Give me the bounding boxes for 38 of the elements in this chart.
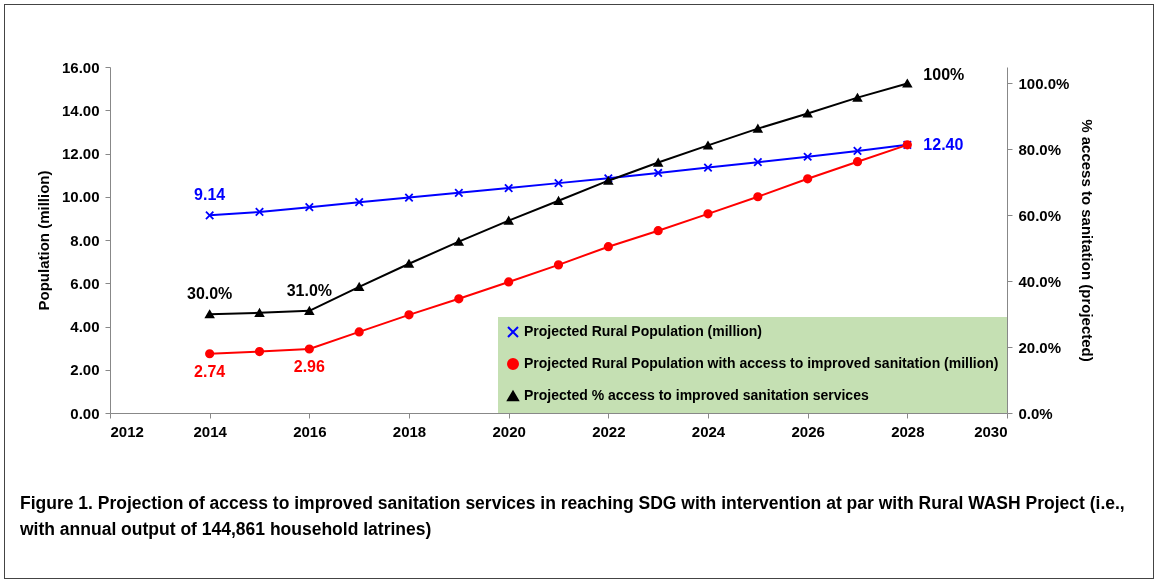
data-label: 2.96 [293,357,326,375]
data-label: 12.40 [923,135,964,153]
y-tick-label: 14.00 [61,101,100,119]
x-tick-label: 2014 [193,422,228,440]
x-tick-label: 2018 [392,422,427,440]
data-label: 2.74 [194,362,226,380]
legend-label: Projected Rural Population (million) [524,323,763,339]
legend-label: Projected Rural Population with access to improved sanitation (million) [524,355,999,371]
x-tick-label: 2016 [293,422,327,440]
caption: Figure 1. Projection of access to improved sanitation services in reaching SDG with intervention at par with Rural WASH Project (i.e., with annual output of 144,861 household latrines) [20,492,1126,541]
y-tick-label: 6.00 [70,274,100,292]
y-tick-label: 0.00 [70,404,100,422]
y2-tick-label: 40.0% [1018,272,1062,290]
y2-tick-label: 0.0% [1018,404,1053,422]
y-tick-label: 16.00 [61,58,100,76]
y2-tick-label: 100.0% [1018,74,1070,92]
y-tick-label: 10.00 [61,188,100,206]
x-tick-label: 2028 [891,422,925,440]
data-label: 30.0% [186,285,233,303]
x-tick-label: 2020 [492,422,526,440]
x-tick-label: 2026 [791,422,825,440]
x-tick-label: 2022 [592,422,626,440]
legend-label: Projected % access to improved sanitation services [524,387,869,403]
y-tick-label: 2.00 [70,361,100,379]
y-tick-label: 4.00 [70,318,100,335]
y2-tick-label: 60.0% [1018,206,1062,224]
data-label: 31.0% [286,281,333,299]
x-tick-label: 2012 [110,422,144,440]
y-tick-label: 12.00 [61,145,100,162]
y2-axis-title: % access to sanitation (projected) [1079,119,1097,362]
y2-tick-label: 80.0% [1018,140,1062,158]
data-label: 100% [923,66,965,84]
x-tick-label: 2030 [974,422,1008,440]
y-axis-title: Population (million) [34,170,52,311]
y2-tick-label: 20.0% [1018,338,1062,356]
y-tick-label: 8.00 [70,231,100,249]
data-label: 9.14 [194,186,226,204]
x-tick-label: 2024 [691,422,726,440]
